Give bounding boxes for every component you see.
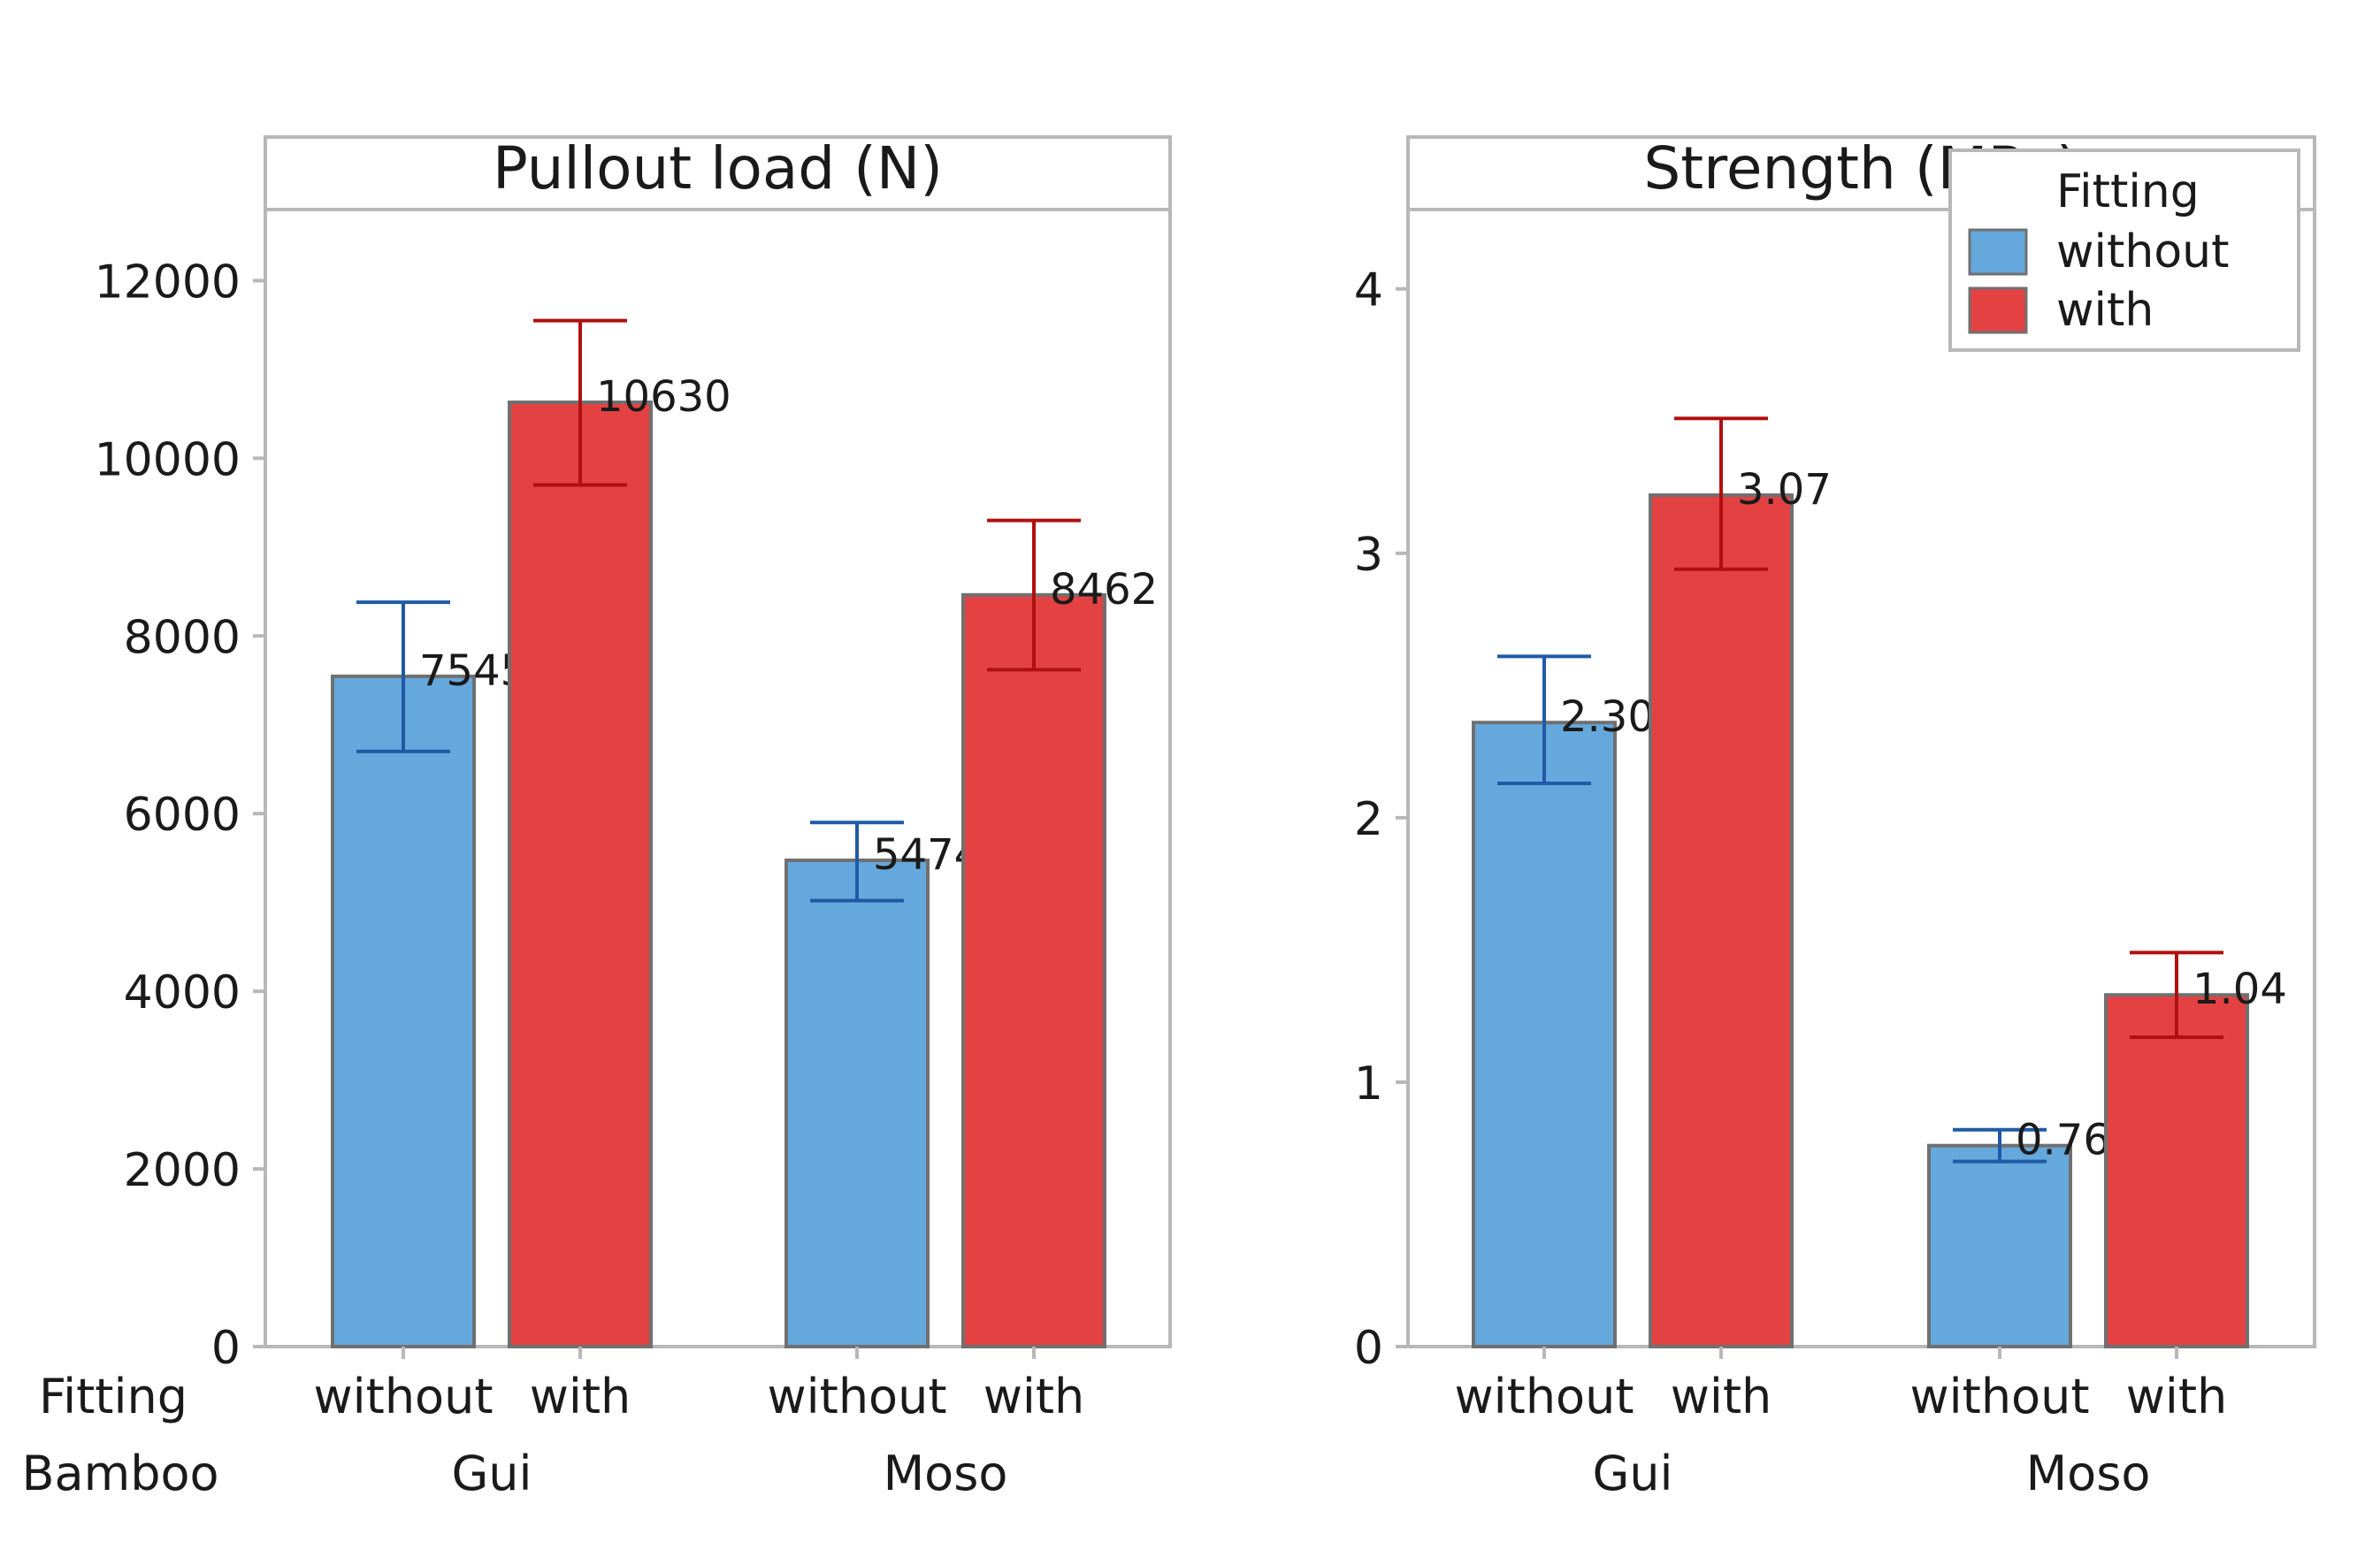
panel1-bar-moso-with [961, 592, 1106, 1348]
row-label-bamboo: Bamboo [21, 1446, 218, 1501]
panel1-bamboo-label-gui: Gui [451, 1446, 532, 1501]
panel2-bar-moso-without [1927, 1143, 2072, 1349]
panel2-frame [1406, 135, 2316, 1348]
panel2-ytick-label: 3 [1354, 529, 1383, 582]
panel1-title: Pullout load (N) [493, 134, 943, 202]
panel1-ytick-label: 10000 [95, 433, 241, 486]
legend-label-without: without [2056, 225, 2229, 279]
panel2-fitting-label-moso-without: without [1909, 1369, 2089, 1424]
panel1-ytick-label: 2000 [124, 1144, 241, 1197]
panel2-ytick-label: 0 [1354, 1322, 1383, 1375]
panel1-bar-gui-without [331, 674, 476, 1348]
panel1-fitting-label-moso-without: without [767, 1369, 946, 1424]
panel2-value-label-moso-without: 0.76 [2016, 1116, 2110, 1165]
panel1-value-label-gui-with: 10630 [596, 372, 731, 422]
panel1-bar-moso-without [784, 859, 930, 1348]
panel2-bar-moso-with [2104, 993, 2249, 1348]
panel1-fitting-label-gui-without: without [313, 1369, 493, 1424]
panel2-bamboo-label-moso: Moso [2026, 1446, 2151, 1501]
panel2-value-label-gui-with: 3.07 [1737, 465, 1832, 515]
panel1-bar-gui-with [508, 401, 653, 1348]
panel2-bar-gui-with [1649, 492, 1794, 1348]
panel1-frame [264, 135, 1172, 1348]
panel1-value-label-moso-with: 8462 [1050, 565, 1158, 615]
legend-swatch-without [1968, 228, 2028, 276]
panel2-value-label-gui-without: 2.30 [1560, 692, 1655, 742]
panel1-fitting-label-gui-with: with [530, 1369, 631, 1424]
legend-title: Fitting [2056, 165, 2200, 218]
panel2-bamboo-label-gui: Gui [1592, 1446, 1672, 1501]
panel1-ytick-label: 0 [211, 1322, 241, 1375]
panel2-fitting-label-gui-with: with [1671, 1369, 1772, 1424]
panel1-ytick-label: 8000 [124, 611, 241, 664]
panel2-ytick-label: 1 [1354, 1057, 1383, 1111]
panel1-bamboo-label-moso: Moso [884, 1446, 1008, 1501]
panel1-fitting-label-moso-with: with [983, 1369, 1085, 1424]
panel1-ytick-label: 6000 [124, 789, 241, 842]
panel2-bar-gui-without [1472, 721, 1617, 1348]
legend-swatch-with [1968, 286, 2028, 334]
panel2-value-label-moso-with: 1.04 [2193, 965, 2287, 1014]
panel2-fitting-label-moso-with: with [2126, 1369, 2228, 1424]
row-label-fitting: Fitting [39, 1369, 187, 1424]
panel1-ytick-label: 4000 [124, 966, 241, 1019]
panel2-ytick-label: 2 [1354, 793, 1383, 846]
legend-label-with: with [2056, 284, 2154, 337]
panel2-ytick-label: 4 [1354, 264, 1383, 317]
panel1-ytick-label: 12000 [95, 256, 241, 309]
panel2-fitting-label-gui-without: without [1454, 1369, 1634, 1424]
